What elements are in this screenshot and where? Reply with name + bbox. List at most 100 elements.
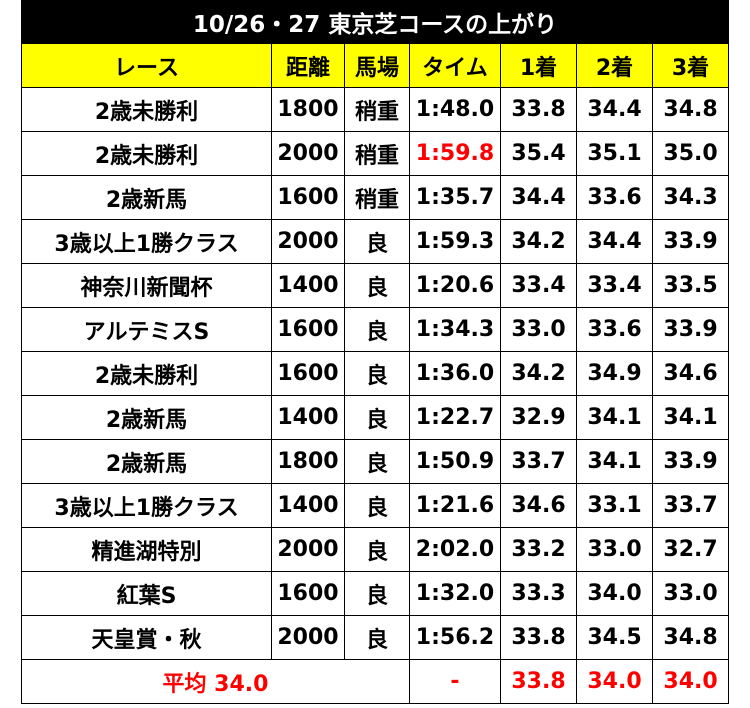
third-place-cell: 33.9 [651, 307, 730, 352]
time-cell: 1:21.6 [409, 483, 501, 528]
time-cell: 1:59.3 [409, 219, 501, 264]
track-cell: 良 [344, 527, 410, 572]
race-cell: 2歳新馬 [21, 439, 272, 484]
race-cell: 2歳未勝利 [21, 351, 272, 396]
third-place-cell: 34.8 [651, 615, 730, 660]
distance-cell: 2000 [271, 131, 345, 176]
first-place-cell: 34.2 [500, 351, 577, 396]
time-cell: 1:48.0 [409, 87, 501, 132]
second-place-cell: 35.1 [576, 131, 653, 176]
race-cell: 精進湖特別 [21, 527, 272, 572]
first-place-cell: 33.4 [500, 263, 577, 308]
table-row: 神奈川新聞杯 1400 良 1:20.6 33.4 33.4 33.5 [21, 263, 730, 308]
third-place-cell: 33.7 [651, 483, 730, 528]
average-label: 平均 34.0 [21, 659, 410, 704]
header-row: レース 距離 馬場 タイム 1着 2着 3着 [21, 43, 730, 88]
track-cell: 稍重 [344, 131, 410, 176]
first-place-cell: 33.7 [500, 439, 577, 484]
second-place-cell: 34.0 [576, 571, 653, 616]
table-row: アルテミスS 1600 良 1:34.3 33.0 33.6 33.9 [21, 307, 730, 352]
track-cell: 良 [344, 439, 410, 484]
time-cell: 1:22.7 [409, 395, 501, 440]
second-place-cell: 34.9 [576, 351, 653, 396]
table-row: 3歳以上1勝クラス 2000 良 1:59.3 34.2 34.4 33.9 [21, 219, 730, 264]
distance-cell: 1400 [271, 395, 345, 440]
time-cell: 1:59.8 [409, 131, 501, 176]
second-place-cell: 33.6 [576, 175, 653, 220]
table-row: 天皇賞・秋 2000 良 1:56.2 33.8 34.5 34.8 [21, 615, 730, 660]
table-row: 2歳新馬 1400 良 1:22.7 32.9 34.1 34.1 [21, 395, 730, 440]
third-place-cell: 33.5 [651, 263, 730, 308]
third-place-cell: 33.0 [651, 571, 730, 616]
track-cell: 良 [344, 263, 410, 308]
time-cell: 1:32.0 [409, 571, 501, 616]
first-place-cell: 33.2 [500, 527, 577, 572]
distance-cell: 2000 [271, 527, 345, 572]
race-cell: 2歳新馬 [21, 395, 272, 440]
track-cell: 良 [344, 307, 410, 352]
table-row: 3歳以上1勝クラス 1400 良 1:21.6 34.6 33.1 33.7 [21, 483, 730, 528]
header-second: 2着 [576, 43, 653, 88]
second-place-cell: 33.1 [576, 483, 653, 528]
distance-cell: 1400 [271, 263, 345, 308]
distance-cell: 1800 [271, 439, 345, 484]
third-place-cell: 33.9 [651, 219, 730, 264]
third-place-cell: 32.7 [651, 527, 730, 572]
header-third: 3着 [651, 43, 730, 88]
track-cell: 稍重 [344, 175, 410, 220]
title-row: 10/26・27 東京芝コースの上がり [20, 0, 730, 44]
second-place-cell: 34.4 [576, 219, 653, 264]
table-row: 2歳未勝利 1800 稍重 1:48.0 33.8 34.4 34.8 [21, 87, 730, 132]
time-cell: 1:50.9 [409, 439, 501, 484]
track-cell: 良 [344, 483, 410, 528]
first-place-cell: 33.0 [500, 307, 577, 352]
table-row: 2歳新馬 1600 稍重 1:35.7 34.4 33.6 34.3 [21, 175, 730, 220]
header-track: 馬場 [344, 43, 410, 88]
distance-cell: 1400 [271, 483, 345, 528]
first-place-cell: 35.4 [500, 131, 577, 176]
time-cell: 1:56.2 [409, 615, 501, 660]
track-cell: 良 [344, 219, 410, 264]
distance-cell: 1600 [271, 351, 345, 396]
table-row: 2歳未勝利 1600 良 1:36.0 34.2 34.9 34.6 [21, 351, 730, 396]
average-first: 33.8 [500, 659, 577, 704]
race-cell: 2歳未勝利 [21, 131, 272, 176]
race-cell: 2歳新馬 [21, 175, 272, 220]
time-cell: 1:34.3 [409, 307, 501, 352]
time-cell: 1:35.7 [409, 175, 501, 220]
race-cell: 神奈川新聞杯 [21, 263, 272, 308]
second-place-cell: 33.0 [576, 527, 653, 572]
table-title: 10/26・27 東京芝コースの上がり [20, 0, 730, 44]
time-cell: 2:02.0 [409, 527, 501, 572]
header-race: レース [21, 43, 272, 88]
track-cell: 良 [344, 571, 410, 616]
third-place-cell: 34.6 [651, 351, 730, 396]
average-row: 平均 34.0 - 33.8 34.0 34.0 [21, 659, 730, 704]
track-cell: 稍重 [344, 87, 410, 132]
distance-cell: 2000 [271, 615, 345, 660]
second-place-cell: 33.6 [576, 307, 653, 352]
distance-cell: 1600 [271, 307, 345, 352]
time-cell: 1:20.6 [409, 263, 501, 308]
header-distance: 距離 [271, 43, 345, 88]
first-place-cell: 34.2 [500, 219, 577, 264]
third-place-cell: 34.1 [651, 395, 730, 440]
race-cell: アルテミスS [21, 307, 272, 352]
table-row: 紅葉S 1600 良 1:32.0 33.3 34.0 33.0 [21, 571, 730, 616]
third-place-cell: 33.9 [651, 439, 730, 484]
header-first: 1着 [500, 43, 577, 88]
first-place-cell: 34.6 [500, 483, 577, 528]
third-place-cell: 35.0 [651, 131, 730, 176]
average-third: 34.0 [651, 659, 730, 704]
table-row: 精進湖特別 2000 良 2:02.0 33.2 33.0 32.7 [21, 527, 730, 572]
first-place-cell: 33.3 [500, 571, 577, 616]
track-cell: 良 [344, 615, 410, 660]
first-place-cell: 33.8 [500, 87, 577, 132]
race-cell: 天皇賞・秋 [21, 615, 272, 660]
first-place-cell: 34.4 [500, 175, 577, 220]
second-place-cell: 34.5 [576, 615, 653, 660]
race-cell: 3歳以上1勝クラス [21, 483, 272, 528]
second-place-cell: 34.1 [576, 439, 653, 484]
third-place-cell: 34.3 [651, 175, 730, 220]
track-cell: 良 [344, 395, 410, 440]
